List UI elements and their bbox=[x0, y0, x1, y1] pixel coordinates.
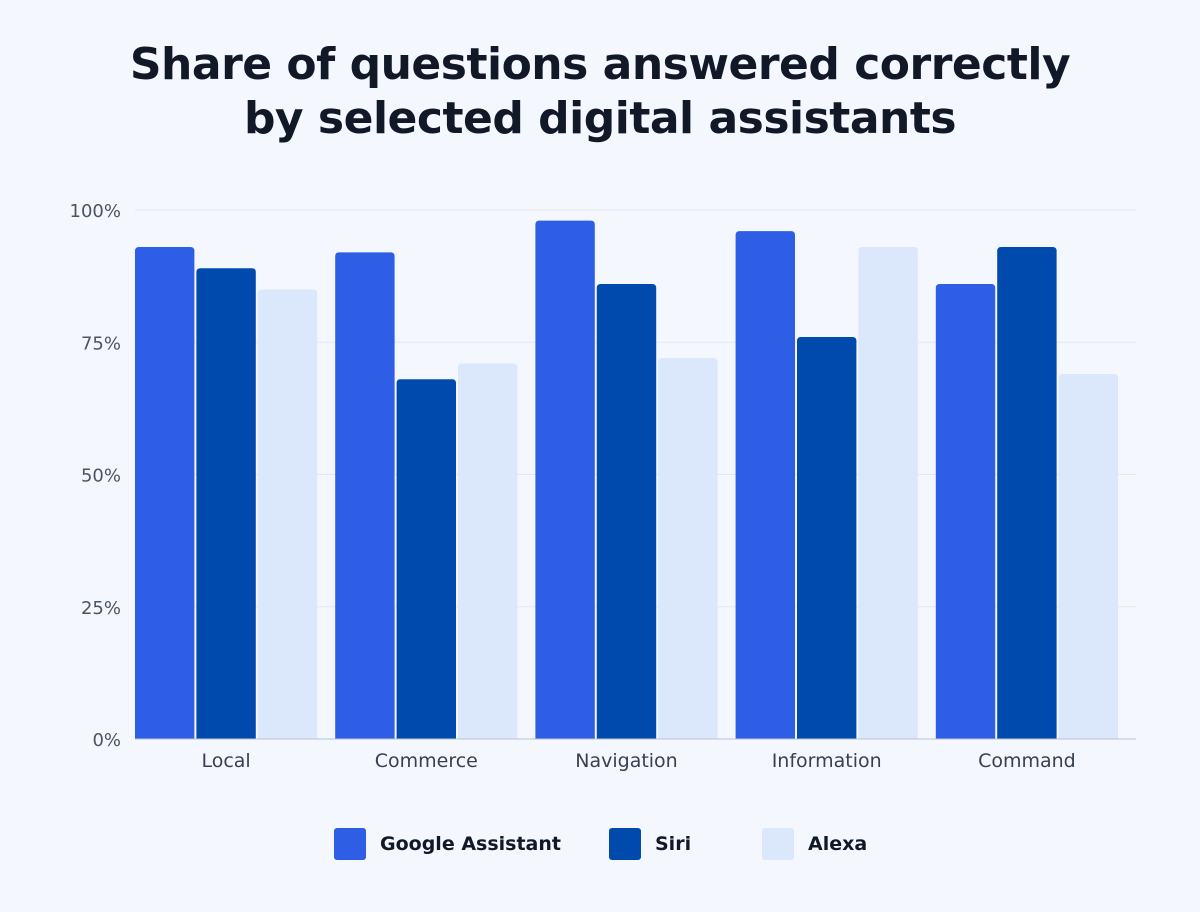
x-tick-label: Local bbox=[201, 750, 250, 772]
bar-google-assistant-command bbox=[935, 284, 996, 739]
y-tick-label: 100% bbox=[70, 201, 121, 222]
x-tick-label: Information bbox=[772, 750, 882, 772]
bar-alexa-command bbox=[1058, 373, 1118, 739]
legend-swatch-google-assistant bbox=[334, 828, 366, 860]
bar-alexa-information bbox=[858, 247, 918, 739]
bar-alexa-navigation bbox=[658, 358, 718, 739]
y-tick-label: 0% bbox=[92, 730, 121, 751]
bar-google-assistant-commerce bbox=[335, 252, 395, 739]
x-tick-label: Navigation bbox=[575, 750, 677, 772]
bar-siri-information bbox=[797, 336, 857, 739]
bar-siri-commerce bbox=[396, 379, 456, 739]
bar-google-assistant-local bbox=[135, 247, 195, 739]
bar-google-assistant-information bbox=[735, 231, 795, 739]
legend-label-siri: Siri bbox=[655, 833, 692, 855]
x-tick-label: Commerce bbox=[375, 750, 478, 772]
bar-siri-command bbox=[997, 247, 1057, 739]
y-tick-label: 75% bbox=[81, 333, 121, 354]
x-tick-label: Command bbox=[978, 750, 1076, 772]
legend-swatch-alexa bbox=[762, 828, 794, 860]
legend-item-siri: Siri bbox=[609, 828, 691, 860]
bar-google-assistant-navigation bbox=[535, 220, 595, 739]
y-tick-label: 25% bbox=[81, 598, 121, 619]
legend-label-alexa: Alexa bbox=[808, 833, 868, 855]
chart-legend: Google Assistant Siri Alexa bbox=[0, 828, 1200, 860]
y-tick-label: 50% bbox=[81, 466, 121, 487]
legend-label-google-assistant: Google Assistant bbox=[380, 833, 561, 855]
chart-title-line-1: Share of questions answered correctly bbox=[129, 39, 1071, 90]
legend-item-alexa: Alexa bbox=[762, 828, 867, 860]
bar-alexa-local bbox=[257, 289, 318, 739]
legend-swatch-siri bbox=[609, 828, 641, 860]
bar-alexa-commerce bbox=[458, 363, 518, 739]
chart-title: Share of questions answered correctly by… bbox=[0, 38, 1200, 146]
bar-siri-navigation bbox=[596, 284, 657, 739]
chart-title-line-2: by selected digital assistants bbox=[243, 93, 957, 144]
bar-siri-local bbox=[196, 268, 256, 739]
legend-item-google-assistant: Google Assistant bbox=[334, 828, 561, 860]
